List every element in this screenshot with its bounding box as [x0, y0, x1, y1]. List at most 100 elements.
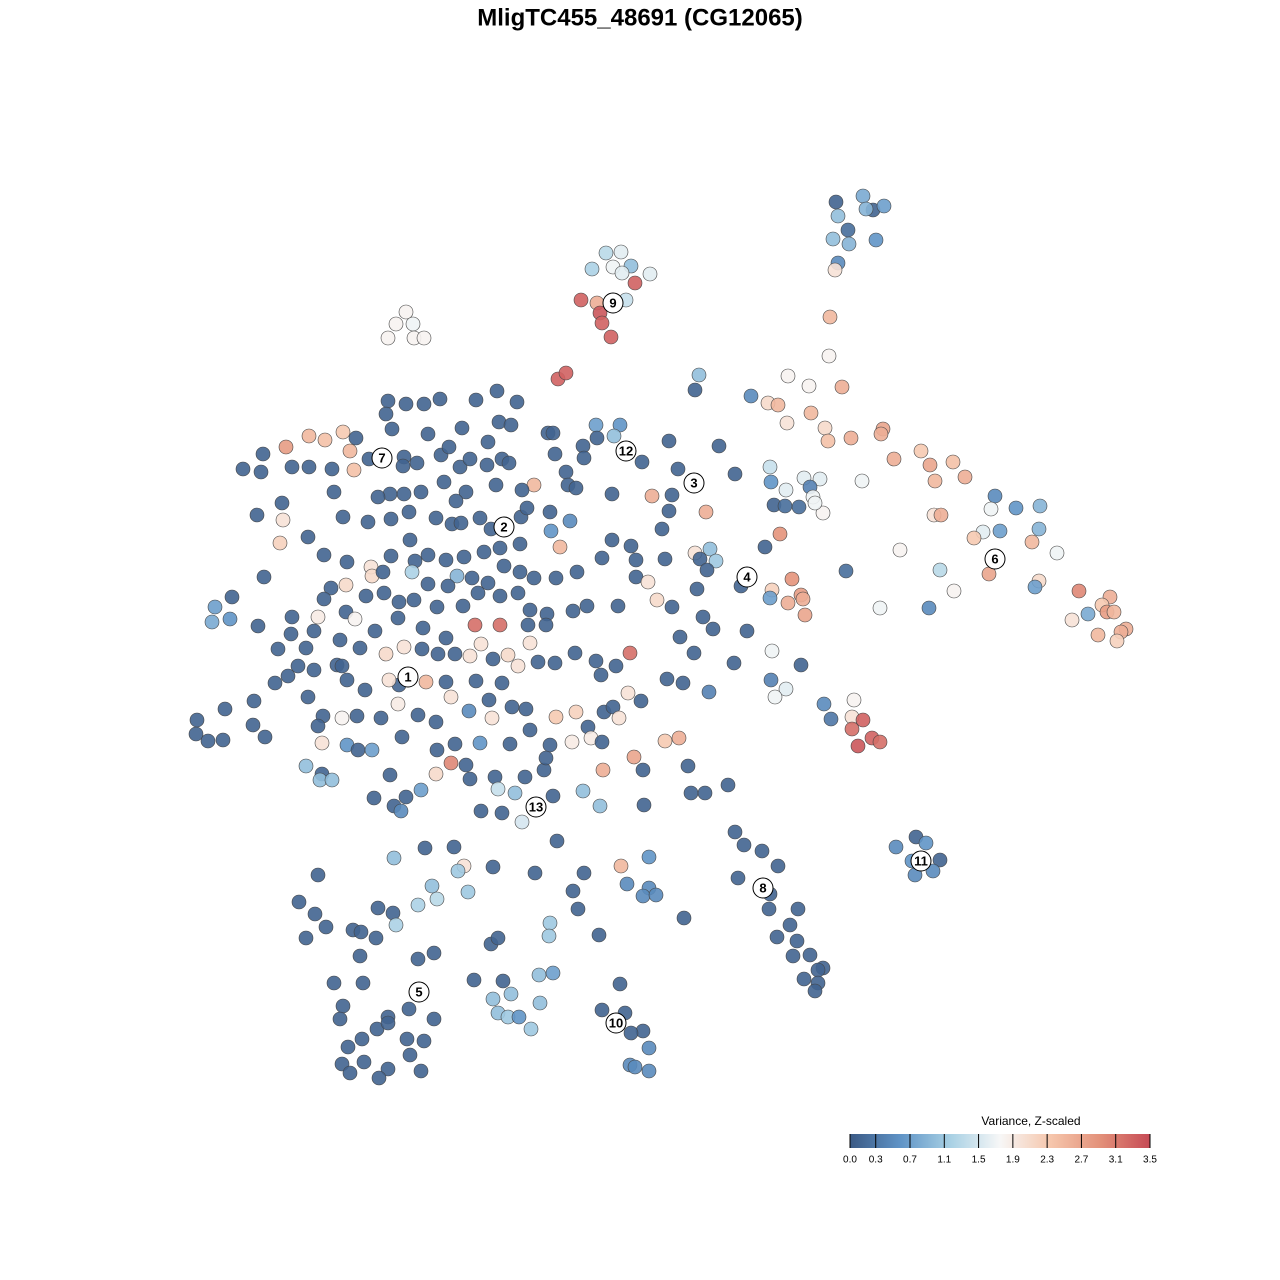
point [545, 965, 561, 981]
point [816, 696, 832, 712]
point [246, 693, 262, 709]
point [283, 626, 299, 642]
point [391, 594, 407, 610]
point [510, 585, 526, 601]
point [396, 486, 412, 502]
point [383, 548, 399, 564]
point [356, 1054, 372, 1070]
point [370, 489, 386, 505]
point [326, 484, 342, 500]
point [594, 734, 610, 750]
point [807, 495, 823, 511]
point [697, 785, 713, 801]
point [257, 729, 273, 745]
point [576, 450, 592, 466]
point [946, 583, 962, 599]
point [593, 667, 609, 683]
point [453, 515, 469, 531]
point [335, 509, 351, 525]
point [492, 588, 508, 604]
point [458, 757, 474, 773]
point [680, 758, 696, 774]
point [657, 551, 673, 567]
point [1049, 545, 1065, 561]
point [635, 1023, 651, 1039]
point [636, 797, 652, 813]
colorbar-tick-label: 1.9 [1006, 1155, 1020, 1166]
point [1109, 633, 1125, 649]
point [398, 789, 414, 805]
point [272, 535, 288, 551]
point [366, 790, 382, 806]
point [757, 539, 773, 555]
point [473, 636, 489, 652]
point [763, 672, 779, 688]
point [649, 592, 665, 608]
point [429, 599, 445, 615]
point [633, 693, 649, 709]
cluster-badge [736, 566, 758, 588]
point [503, 417, 519, 433]
point [595, 762, 611, 778]
point [780, 595, 796, 611]
point [868, 232, 884, 248]
point [613, 244, 629, 260]
cluster-label: 5 [415, 984, 422, 999]
point [705, 621, 721, 637]
point [803, 405, 819, 421]
point [611, 710, 627, 726]
point [594, 315, 610, 331]
point [886, 451, 902, 467]
point [278, 439, 294, 455]
point [347, 611, 363, 627]
point [695, 609, 711, 625]
point [736, 837, 752, 853]
point [350, 742, 366, 758]
point [332, 1011, 348, 1027]
point [872, 734, 888, 750]
point [567, 645, 583, 661]
point [604, 532, 620, 548]
point [858, 201, 874, 217]
point [538, 617, 554, 633]
point [661, 433, 677, 449]
point [664, 599, 680, 615]
point [575, 783, 591, 799]
point [310, 609, 326, 625]
point [576, 865, 592, 881]
point [291, 894, 307, 910]
point [443, 755, 459, 771]
point [512, 536, 528, 552]
point [1024, 534, 1040, 550]
point [763, 474, 779, 490]
point [430, 646, 446, 662]
point [455, 598, 471, 614]
point [355, 975, 371, 991]
point [410, 707, 426, 723]
point [570, 901, 586, 917]
point [987, 488, 1003, 504]
point [488, 477, 504, 493]
point [441, 439, 457, 455]
point [298, 640, 314, 656]
point [821, 348, 837, 364]
point [467, 617, 483, 633]
point [640, 574, 656, 590]
point [547, 655, 563, 671]
point [404, 564, 420, 580]
point [410, 897, 426, 913]
cluster-badge [910, 850, 932, 872]
point [785, 948, 801, 964]
point [458, 484, 474, 500]
point [770, 397, 786, 413]
point [416, 330, 432, 346]
point [549, 833, 565, 849]
point [511, 1009, 527, 1025]
point [676, 910, 692, 926]
point [452, 459, 468, 475]
cluster-badge [525, 796, 547, 818]
point [641, 1040, 657, 1056]
point [316, 591, 332, 607]
point [380, 1061, 396, 1077]
